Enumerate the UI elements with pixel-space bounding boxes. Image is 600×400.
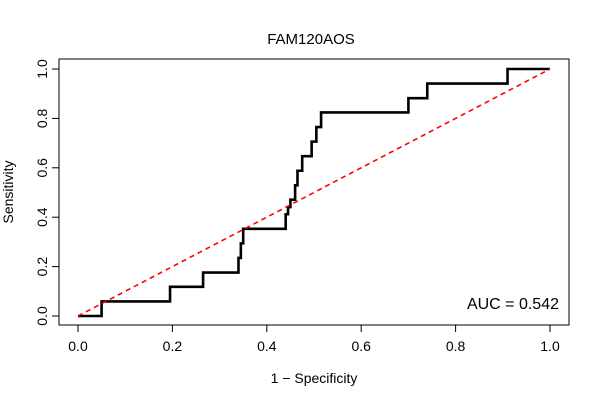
y-tick-label: 0.6 bbox=[34, 158, 50, 178]
y-tick-label: 0.8 bbox=[34, 108, 50, 128]
x-tick-label: 0.0 bbox=[68, 338, 88, 354]
x-tick-label: 1.0 bbox=[540, 338, 560, 354]
y-tick-label: 0.2 bbox=[34, 257, 50, 277]
y-tick-label: 0.4 bbox=[34, 207, 50, 227]
x-axis: 0.0 0.2 0.4 0.6 0.8 1.0 bbox=[68, 324, 560, 354]
reference-diagonal-line bbox=[77, 68, 551, 317]
auc-annotation: AUC = 0.542 bbox=[467, 296, 559, 313]
x-tick-label: 0.2 bbox=[163, 338, 183, 354]
roc-curve-line bbox=[78, 67, 550, 318]
plot-area bbox=[58, 58, 570, 326]
x-axis-label: 1 − Specificity bbox=[271, 370, 358, 386]
x-tick-label: 0.6 bbox=[351, 338, 371, 354]
x-tick-label: 0.4 bbox=[257, 338, 277, 354]
y-tick-label: 0.0 bbox=[34, 306, 50, 326]
chart-title: FAM120AOS bbox=[267, 31, 355, 48]
x-tick-label: 0.8 bbox=[446, 338, 466, 354]
y-tick-label: 1.0 bbox=[34, 59, 50, 79]
y-axis-label: Sensitivity bbox=[0, 160, 16, 223]
series-layer bbox=[77, 67, 551, 318]
y-axis: 0.0 0.2 0.4 0.6 0.8 1.0 bbox=[34, 59, 60, 326]
